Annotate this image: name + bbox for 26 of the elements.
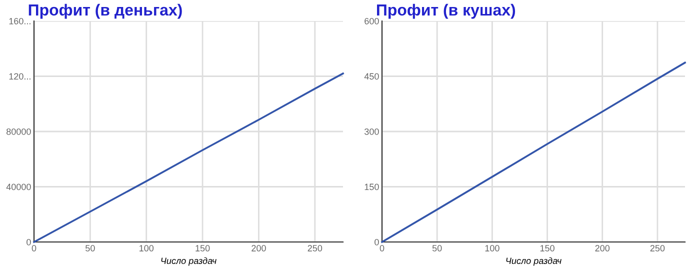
chart-title: Профит (в деньгах) (28, 4, 182, 19)
x-tick-label: 200 (595, 245, 610, 252)
x-axis-title: Число раздач (161, 257, 216, 266)
y-tick-label: 0 (26, 238, 31, 246)
y-tick-label: 300 (364, 128, 379, 135)
y-tick-label: 150 (364, 184, 379, 190)
x-tick-label: 250 (650, 245, 665, 252)
y-tick-label: 80000 (6, 128, 31, 135)
y-tick-label: 160... (9, 18, 30, 24)
x-tick-label: 50 (432, 245, 442, 252)
y-tick-label: 600 (364, 18, 379, 24)
x-tick-label: 50 (86, 245, 95, 252)
x-tick-label: 150 (540, 245, 554, 252)
y-tick-label: 40000 (6, 184, 31, 190)
x-tick-label: 100 (140, 245, 154, 252)
chart-title: Профит (в кушах) (377, 4, 516, 19)
x-tick-label: 200 (252, 245, 266, 252)
x-tick-label: 0 (380, 245, 384, 252)
x-tick-label: 250 (308, 245, 322, 252)
y-tick-label: 0 (374, 238, 379, 246)
y-tick-label: 450 (364, 73, 379, 80)
x-tick-label: 0 (32, 245, 36, 252)
x-axis-title: Число раздач (506, 257, 562, 266)
x-tick-label: 150 (196, 245, 210, 252)
x-tick-label: 100 (485, 245, 500, 252)
y-tick-label: 120... (9, 73, 30, 80)
